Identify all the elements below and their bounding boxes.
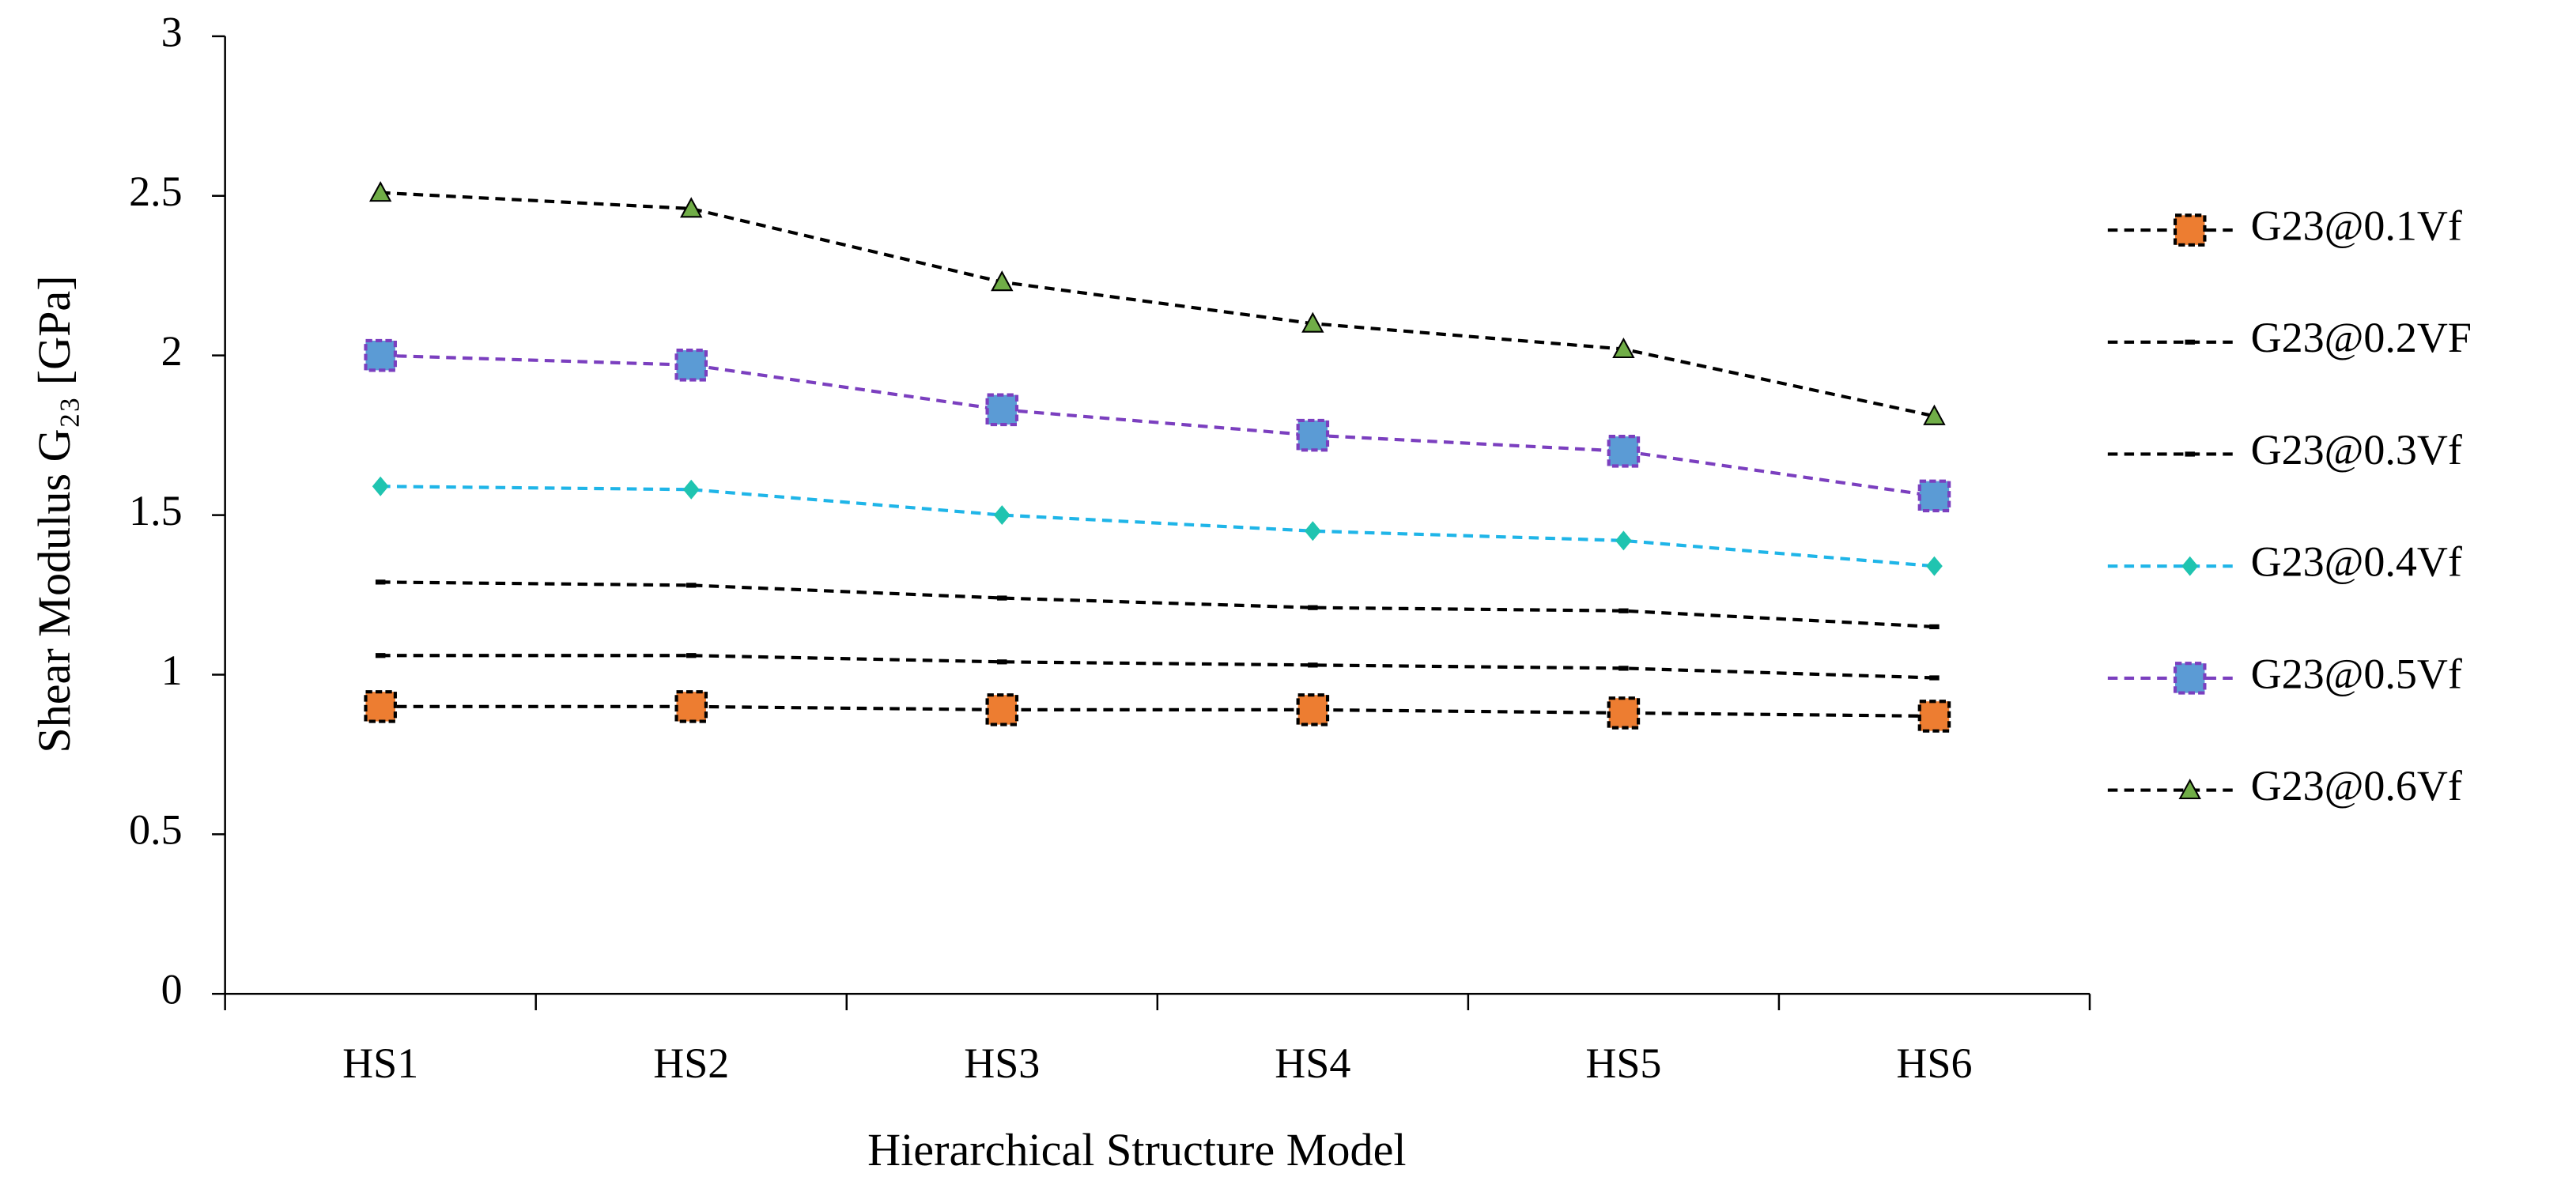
y-tick-label: 1 xyxy=(161,647,183,694)
series-line xyxy=(380,191,1935,418)
data-point xyxy=(375,579,386,585)
data-point xyxy=(997,595,1007,601)
data-point xyxy=(680,197,703,218)
legend-marker xyxy=(2178,778,2201,800)
data-point xyxy=(1618,666,1629,671)
series-line xyxy=(380,654,1935,680)
legend-marker xyxy=(2173,213,2207,247)
data-point xyxy=(1917,700,1951,733)
data-point xyxy=(991,270,1014,292)
x-tick-label: HS5 xyxy=(1585,1039,1661,1087)
data-point xyxy=(674,349,708,382)
data-point xyxy=(372,476,389,496)
data-point xyxy=(364,338,397,372)
legend-label: G23@0.3Vf xyxy=(2251,426,2462,473)
y-tick-label: 1.5 xyxy=(129,487,183,534)
data-point xyxy=(686,653,697,658)
x-tick-label: HS1 xyxy=(342,1039,418,1087)
legend-label: G23@0.2VF xyxy=(2251,314,2472,361)
data-point xyxy=(674,690,708,723)
x-axis-label: Hierarchical Structure Model xyxy=(867,1124,1406,1175)
data-point xyxy=(375,653,386,658)
y-tick-label: 3 xyxy=(161,8,183,55)
data-point xyxy=(1929,675,1940,681)
data-point xyxy=(1296,418,1330,452)
data-point xyxy=(1296,693,1330,726)
legend-marker xyxy=(2185,451,2195,457)
data-point xyxy=(1301,311,1324,333)
legend-label: G23@0.5Vf xyxy=(2251,650,2462,697)
data-point xyxy=(1917,479,1951,513)
data-point xyxy=(364,690,397,723)
data-point xyxy=(368,181,392,202)
legend-label: G23@0.1Vf xyxy=(2251,202,2462,249)
y-tick-label: 2.5 xyxy=(129,168,183,215)
data-point xyxy=(1615,530,1632,551)
data-point xyxy=(993,505,1010,526)
data-point xyxy=(1926,556,1943,576)
data-point xyxy=(682,479,700,500)
legend-label: G23@0.6Vf xyxy=(2251,762,2462,809)
y-tick-label: 0.5 xyxy=(129,806,183,854)
series-line xyxy=(380,580,1935,628)
y-tick-label: 2 xyxy=(161,327,183,375)
y-tick-label: 0 xyxy=(161,966,183,1013)
x-tick-label: HS3 xyxy=(964,1039,1040,1087)
data-point xyxy=(686,583,697,588)
data-point xyxy=(1929,624,1940,630)
series-line xyxy=(380,353,1935,498)
legend-marker xyxy=(2185,339,2195,345)
legend-marker xyxy=(2181,556,2199,576)
y-axis-label: Shear Modulus G₂₃ [GPa] xyxy=(28,275,80,753)
series-line xyxy=(380,704,1935,719)
data-point xyxy=(1304,521,1321,541)
data-point xyxy=(985,393,1019,427)
series-line xyxy=(380,485,1935,568)
data-point xyxy=(985,693,1019,726)
data-point xyxy=(1607,435,1641,468)
data-point xyxy=(1923,404,1946,425)
legend-marker xyxy=(2173,662,2207,695)
data-point xyxy=(1618,608,1629,613)
data-point xyxy=(1308,662,1318,668)
data-point xyxy=(1308,605,1318,610)
x-tick-label: HS6 xyxy=(1896,1039,1972,1087)
x-tick-label: HS2 xyxy=(653,1039,729,1087)
x-tick-label: HS4 xyxy=(1275,1039,1350,1087)
data-point xyxy=(1612,337,1635,359)
data-point xyxy=(997,659,1007,665)
legend-label: G23@0.4Vf xyxy=(2251,538,2462,586)
data-point xyxy=(1607,696,1641,730)
